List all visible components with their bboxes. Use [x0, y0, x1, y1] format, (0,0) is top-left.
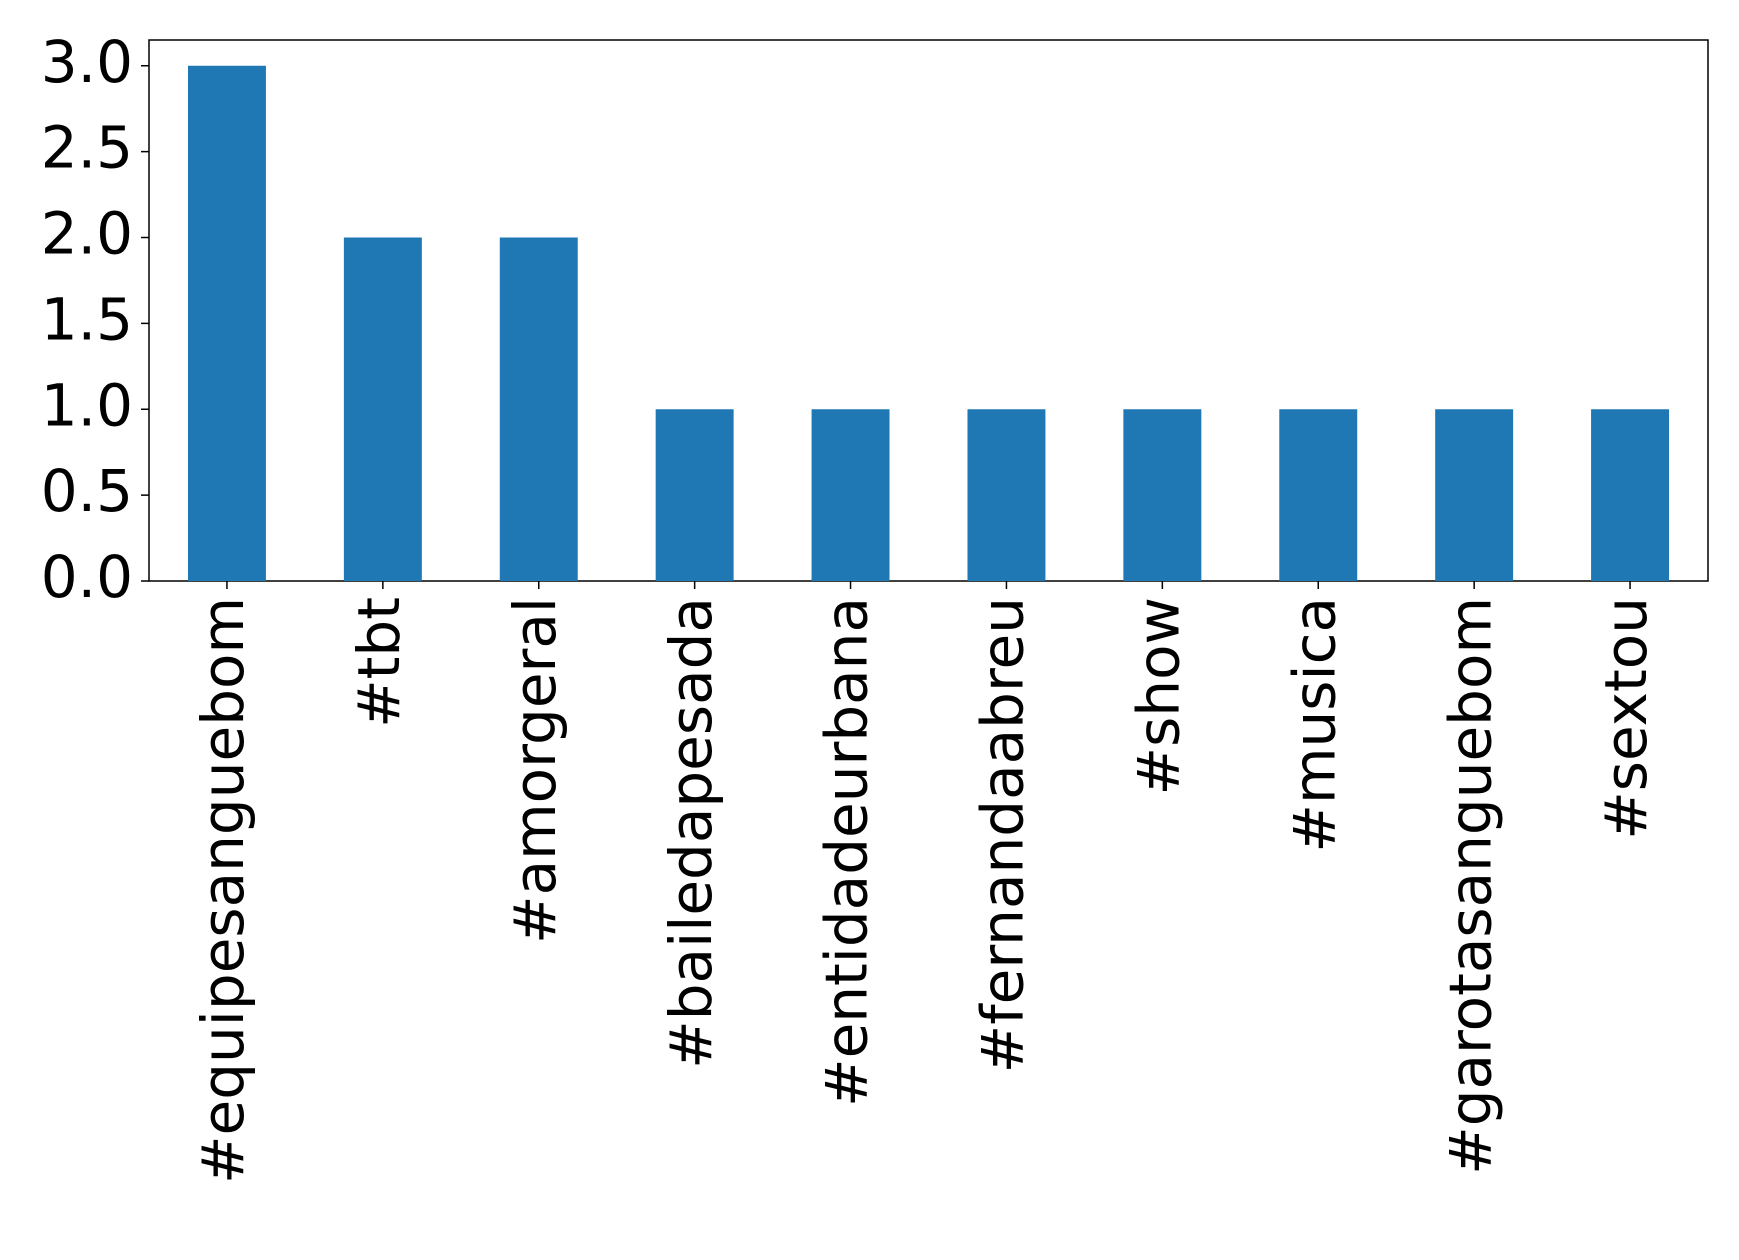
x-tick-label: #fernandaabreu — [969, 597, 1037, 1073]
x-tick-label: #garotasanguebom — [1436, 597, 1504, 1175]
y-tick-label: 1.5 — [41, 285, 133, 353]
y-tick-label: 1.0 — [41, 371, 133, 439]
y-tick-label: 2.0 — [41, 200, 133, 268]
x-tick-label: #tbt — [345, 597, 413, 728]
x-tick-label: #bailedapesada — [657, 597, 725, 1069]
bar — [967, 409, 1046, 581]
bar — [1435, 409, 1514, 581]
y-tick-label: 0.0 — [41, 543, 133, 611]
x-tick-label: #amorgeral — [501, 597, 569, 944]
bar — [1591, 409, 1670, 581]
bar — [1279, 409, 1358, 581]
x-tick-label: #show — [1124, 597, 1192, 796]
x-tick-label: #entidadeurbana — [813, 597, 881, 1107]
y-tick-label: 3.0 — [41, 28, 133, 96]
bar — [499, 237, 578, 581]
x-tick-label: #sextou — [1592, 597, 1660, 840]
bar — [187, 65, 266, 581]
bar — [811, 409, 890, 581]
bar — [655, 409, 734, 581]
y-tick-label: 0.5 — [41, 457, 133, 525]
bar — [1123, 409, 1202, 581]
plot-frame — [148, 39, 1709, 582]
x-tick-label: #equipesanguebom — [189, 597, 257, 1184]
x-tick-label: #musica — [1280, 597, 1348, 853]
y-tick-label: 2.5 — [41, 114, 133, 182]
bar — [343, 237, 422, 581]
